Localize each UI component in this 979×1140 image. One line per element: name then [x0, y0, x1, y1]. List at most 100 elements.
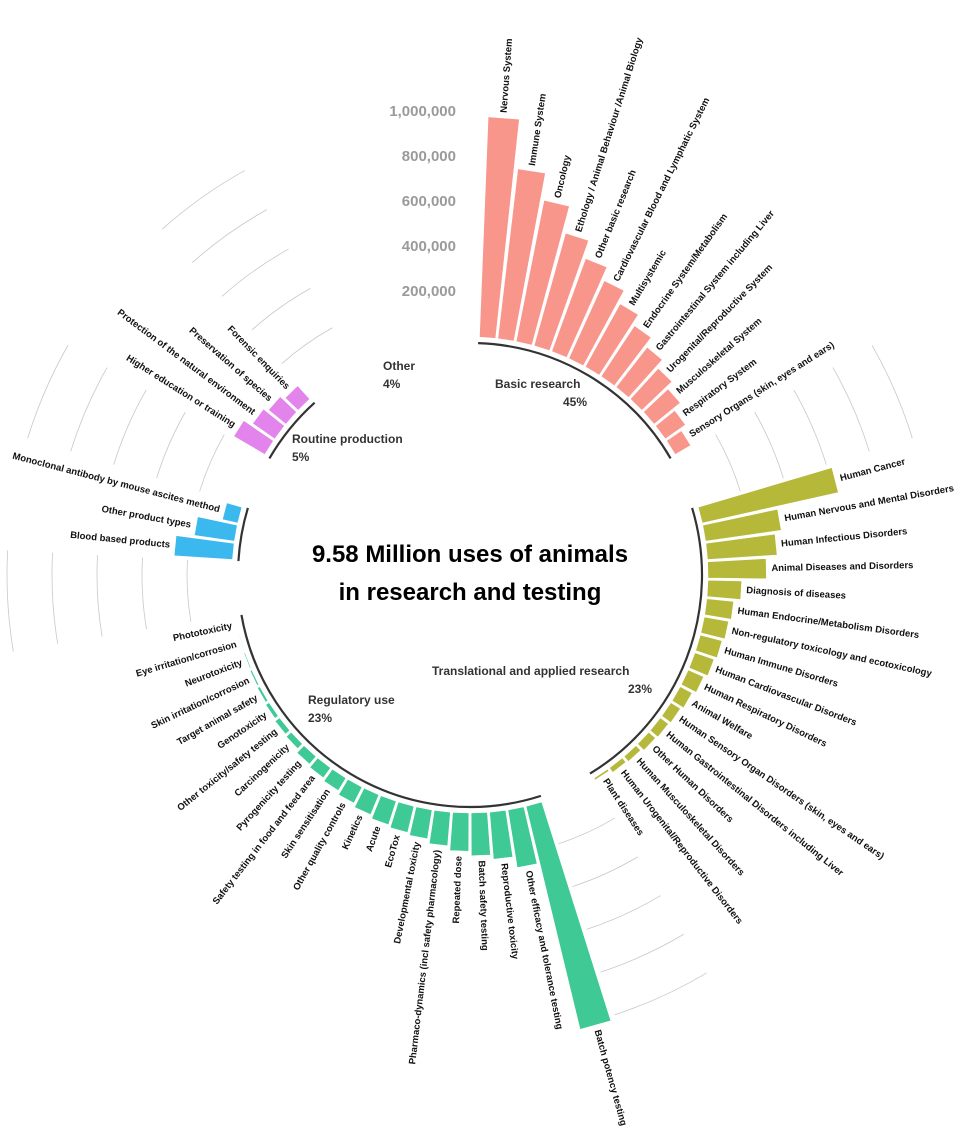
category-label-nervous-system: Nervous System: [499, 38, 515, 113]
group-percent-translational-and-applied-research: 23%: [628, 682, 652, 696]
group-percent-routine-production: 5%: [292, 450, 310, 464]
bar-skin-irritation-corrosion: [249, 669, 260, 686]
gap-gridline: [281, 327, 333, 364]
gap-gridline: [6, 550, 14, 652]
bar-other-product-types: [193, 516, 238, 542]
group-percent-other: 4%: [383, 377, 401, 391]
gap-gridline: [558, 817, 615, 845]
category-label-ecotox: EcoTox: [383, 833, 403, 869]
gap-gridline: [586, 895, 661, 930]
bar-plant-diseases: [593, 768, 610, 781]
bar-human-nervous-and-mental-disorders: [702, 508, 782, 542]
bar-other-basic-research: [551, 258, 608, 358]
category-label-acute: Acute: [364, 825, 383, 854]
bar-blood-based-products: [173, 535, 235, 560]
bar-cardiovascular-blood-and-lymphatic-system: [568, 280, 625, 367]
bar-human-sensory-organ-disorders-skin-eyes-and-ears: [661, 702, 681, 724]
category-label-kinetics: Kinetics: [340, 813, 365, 851]
category-label-human-cancer: Human Cancer: [839, 456, 907, 484]
group-arc-routine-production: [237, 507, 249, 562]
gap-gridline: [51, 552, 59, 645]
y-tick-label: 800,000: [402, 148, 456, 165]
category-label-animal-diseases-and-disorders: Animal Diseases and Disorders: [771, 560, 913, 574]
bar-gastrointestinal-system-including-liver: [615, 346, 663, 398]
y-tick-label: 600,000: [402, 193, 456, 210]
category-label-human-infectious-disorders: Human Infectious Disorders: [781, 526, 908, 549]
bar-genotoxicity: [265, 702, 279, 719]
bar-sensory-organs-skin-eyes-and-ears: [666, 430, 692, 455]
group-percent-regulatory-use: 23%: [308, 711, 332, 725]
group-arc-translational-and-applied-research: [589, 507, 704, 775]
category-label-repeated-dose: Repeated dose: [451, 856, 465, 924]
bar-batch-safety-testing: [470, 812, 491, 857]
bar-human-gastrointestinal-disorders-including-liver: [649, 717, 669, 738]
category-label-batch-safety-testing: Batch safety testing: [476, 860, 490, 951]
bar-reproductive-toxicity: [489, 809, 514, 860]
bar-nervous-system: [479, 116, 520, 339]
gap-gridline: [251, 288, 311, 331]
bars-layer: [173, 116, 839, 1030]
bar-human-immune-disorders: [695, 634, 723, 659]
y-tick-label: 1,000,000: [389, 103, 456, 120]
gap-gridline: [600, 933, 684, 973]
gap-gridline: [832, 367, 870, 452]
bar-neurotoxicity: [243, 652, 252, 669]
gap-gridline: [96, 555, 103, 637]
category-label-immune-system: Immune System: [527, 93, 549, 167]
bar-human-cancer: [697, 467, 839, 524]
bar-pharmaco-dynamics-incl-safety-pharmacology: [428, 809, 451, 847]
bar-monoclonal-antibody-by-mouse-ascites-method: [222, 502, 243, 524]
bar-ethology-animal-behaviour-animal-biology: [533, 232, 590, 352]
category-label-skin-sensitisation: Skin sensitisation: [279, 787, 333, 861]
gap-gridline: [572, 856, 638, 887]
group-arc-regulatory-use: [240, 614, 542, 809]
bar-musculoskeletal-system: [642, 388, 681, 425]
gap-gridline: [614, 972, 707, 1016]
gap-gridline: [221, 248, 289, 297]
group-name-translational-and-applied-research: Translational and applied research: [432, 664, 629, 678]
gap-gridline: [191, 209, 267, 263]
bar-batch-potency-testing: [525, 801, 612, 1030]
gap-gridline: [156, 412, 186, 479]
bar-human-urogenital-reproductive-disorders: [609, 757, 627, 773]
bar-other-toxicity-safety-testing: [274, 717, 291, 735]
category-label-diagnosis-of-diseases: Diagnosis of diseases: [746, 585, 846, 602]
group-name-basic-research: Basic research: [495, 377, 580, 391]
group-percent-basic-research: 45%: [563, 395, 587, 409]
bar-human-infectious-disorders: [705, 533, 778, 560]
category-label-ethology-animal-behaviour-animal-biology: Ethology / Animal Behaviour /Animal Biol…: [573, 36, 645, 234]
bar-multisystemic: [584, 303, 639, 376]
bar-oncology: [515, 199, 570, 346]
gap-gridline: [793, 389, 827, 465]
bar-human-endocrine-metabolism-disorders: [704, 598, 735, 620]
bar-safety-testing-in-food-and-feed-area: [309, 757, 331, 779]
bar-immune-system: [497, 168, 546, 342]
bar-target-animal-safety: [256, 686, 269, 703]
gap-gridline: [162, 170, 246, 230]
bar-repeated-dose: [449, 812, 470, 852]
bar-other-efficacy-and-tolerance-testing: [507, 806, 538, 869]
bar-skin-sensitisation: [323, 768, 347, 792]
gap-gridline: [70, 367, 108, 452]
bar-other-quality-controls: [338, 778, 363, 804]
bar-developmental-toxicity: [409, 806, 433, 840]
bar-phototoxicity: [234, 616, 240, 634]
group-arc-other: [268, 401, 316, 460]
group-arc-basic-research: [478, 342, 672, 460]
category-label-blood-based-products: Blood based products: [70, 530, 171, 551]
gap-gridline: [141, 557, 147, 630]
bar-respiratory-system: [655, 409, 687, 440]
y-tick-label: 400,000: [402, 238, 456, 255]
gap-gridline: [871, 345, 913, 439]
bar-endocrine-system-metabolism: [600, 325, 652, 387]
category-label-batch-potency-testing: Batch potency testing: [592, 1029, 629, 1128]
category-label-phototoxicity: Phototoxicity: [172, 621, 234, 645]
bar-pyrogenicity-testing: [296, 745, 317, 765]
bar-non-regulatory-toxicology-and-ecotoxicology: [700, 616, 729, 640]
gap-gridline: [113, 389, 147, 465]
bar-eye-irritation-corrosion: [238, 634, 245, 652]
bar-kinetics: [354, 787, 380, 816]
bar-animal-diseases-and-disorders: [707, 558, 767, 580]
category-label-carcinogenicity: Carcinogenicity: [233, 742, 293, 799]
bar-other-human-disorders: [637, 731, 656, 751]
